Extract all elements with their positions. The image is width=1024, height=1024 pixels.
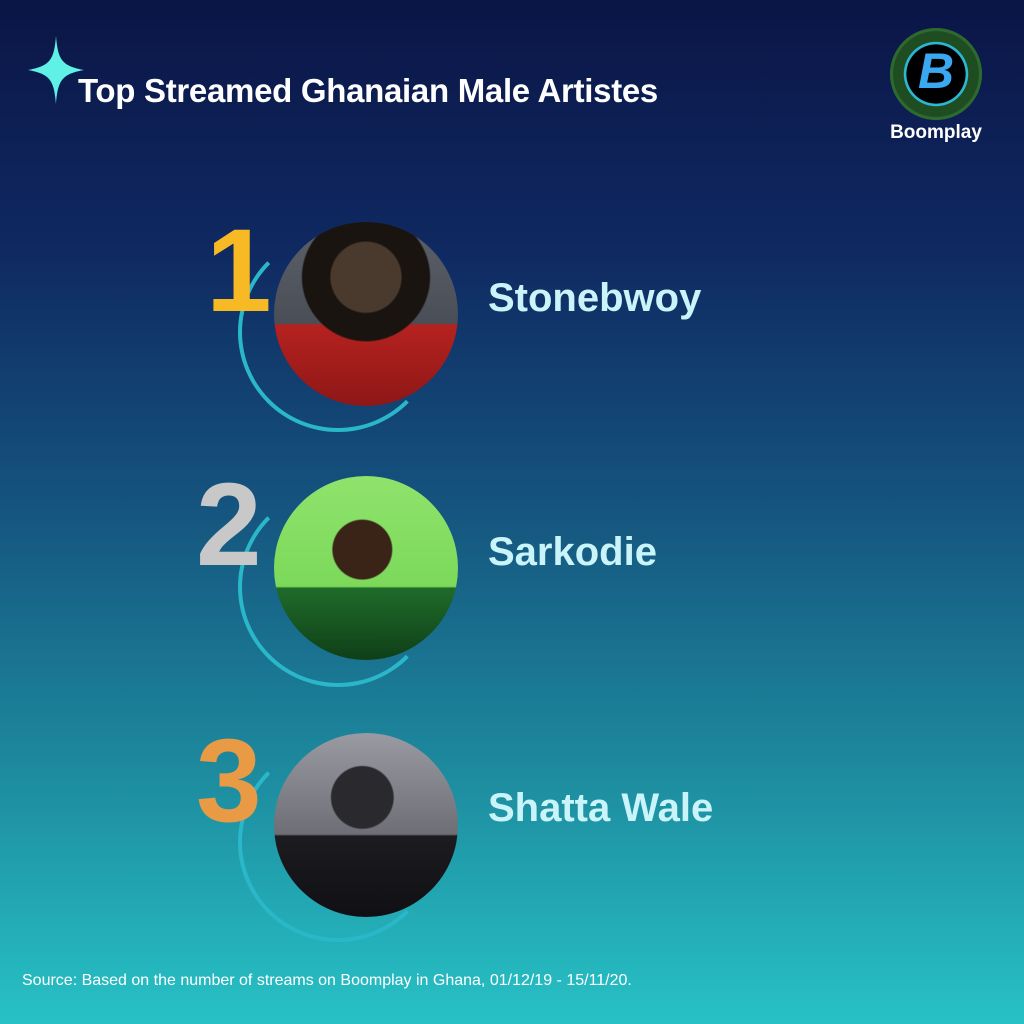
decorative-arc	[238, 487, 438, 687]
source-note: Source: Based on the number of streams o…	[22, 972, 632, 989]
artist-photo	[274, 222, 458, 406]
boomplay-logo: B Boomplay	[886, 28, 986, 148]
decorative-arc	[238, 232, 438, 432]
logo-glyph: B	[917, 43, 955, 99]
artist-photo	[274, 476, 458, 660]
decorative-arc	[238, 742, 438, 942]
rank-number: 3	[196, 715, 262, 847]
page-title: Top Streamed Ghanaian Male Artistes	[78, 72, 658, 109]
artist-photo	[274, 733, 458, 917]
sparkle-icon	[28, 36, 84, 104]
rank-number: 1	[206, 205, 272, 337]
artist-name: Sarkodie	[488, 530, 657, 574]
wreath-icon	[890, 28, 982, 120]
artist-name: Shatta Wale	[488, 786, 714, 830]
rank-number: 2	[196, 459, 262, 591]
artist-name: Stonebwoy	[488, 276, 702, 320]
logo-text: Boomplay	[890, 122, 982, 143]
